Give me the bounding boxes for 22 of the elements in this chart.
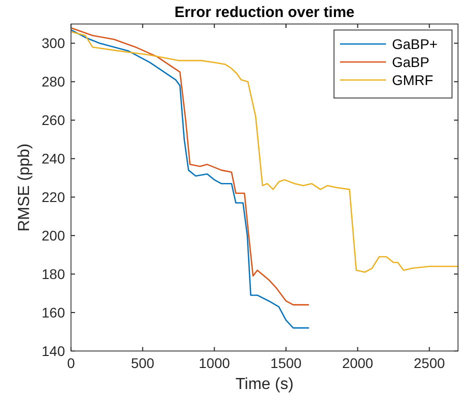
y-tick-label: 140 <box>42 343 66 359</box>
y-tick-label: 180 <box>42 266 66 282</box>
chart-title: Error reduction over time <box>174 4 355 21</box>
y-tick-label: 240 <box>42 150 66 167</box>
y-axis-title: RMSE (ppb) <box>16 143 33 232</box>
y-tick-label: 200 <box>42 228 66 244</box>
x-tick-label: 1000 <box>198 355 230 371</box>
y-tick-label: 220 <box>42 189 66 206</box>
legend-label: GaBP <box>392 54 430 70</box>
y-tick-label: 300 <box>42 35 66 52</box>
y-tick-label: 260 <box>42 112 66 128</box>
x-axis-title: Time (s) <box>235 376 294 393</box>
y-tick-label: 160 <box>42 304 66 321</box>
x-tick-label: 500 <box>130 355 155 371</box>
x-tick-label: 2000 <box>342 355 374 371</box>
x-tick-label: 1500 <box>270 355 302 371</box>
x-tick-label: 2500 <box>414 355 446 371</box>
line-series <box>70 31 459 273</box>
x-tick-label: 0 <box>67 355 76 371</box>
y-tick-label: 280 <box>42 74 66 90</box>
legend-label: GaBP+ <box>392 36 438 52</box>
legend-label: GMRF <box>392 72 434 88</box>
